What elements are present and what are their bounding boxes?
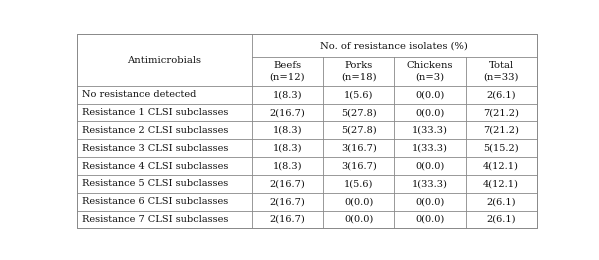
Text: 0(0.0): 0(0.0) <box>415 197 444 206</box>
Text: 2(6.1): 2(6.1) <box>486 90 516 99</box>
Text: 1(8.3): 1(8.3) <box>273 144 302 153</box>
Text: Chickens
(n=3): Chickens (n=3) <box>407 61 453 82</box>
Text: 4(12.1): 4(12.1) <box>483 179 519 188</box>
Text: 0(0.0): 0(0.0) <box>415 215 444 224</box>
Text: No. of resistance isolates (%): No. of resistance isolates (%) <box>320 41 468 50</box>
Text: Total
(n=33): Total (n=33) <box>483 61 519 82</box>
Text: 5(27.8): 5(27.8) <box>341 108 377 117</box>
Text: 1(33.3): 1(33.3) <box>412 126 448 135</box>
Text: Resistance 1 CLSI subclasses: Resistance 1 CLSI subclasses <box>82 108 228 117</box>
Text: 1(33.3): 1(33.3) <box>412 144 448 153</box>
Text: Resistance 6 CLSI subclasses: Resistance 6 CLSI subclasses <box>82 197 228 206</box>
Text: 2(16.7): 2(16.7) <box>270 197 305 206</box>
Text: 1(5.6): 1(5.6) <box>344 179 373 188</box>
Text: 2(16.7): 2(16.7) <box>270 179 305 188</box>
Text: Resistance 7 CLSI subclasses: Resistance 7 CLSI subclasses <box>82 215 228 224</box>
Text: Resistance 3 CLSI subclasses: Resistance 3 CLSI subclasses <box>82 144 228 153</box>
Text: No resistance detected: No resistance detected <box>82 90 196 99</box>
Text: 5(27.8): 5(27.8) <box>341 126 377 135</box>
Text: 1(8.3): 1(8.3) <box>273 126 302 135</box>
Text: 1(5.6): 1(5.6) <box>344 90 373 99</box>
Text: 1(33.3): 1(33.3) <box>412 179 448 188</box>
Text: 7(21.2): 7(21.2) <box>483 108 519 117</box>
Text: 0(0.0): 0(0.0) <box>415 108 444 117</box>
Text: 1(8.3): 1(8.3) <box>273 90 302 99</box>
Text: Porks
(n=18): Porks (n=18) <box>341 61 377 82</box>
Text: 2(6.1): 2(6.1) <box>486 197 516 206</box>
Text: 3(16.7): 3(16.7) <box>341 144 377 153</box>
Text: 7(21.2): 7(21.2) <box>483 126 519 135</box>
Text: 1(8.3): 1(8.3) <box>273 161 302 171</box>
Text: 2(16.7): 2(16.7) <box>270 108 305 117</box>
Text: 0(0.0): 0(0.0) <box>415 161 444 171</box>
Text: 2(6.1): 2(6.1) <box>486 215 516 224</box>
Text: 5(15.2): 5(15.2) <box>483 144 519 153</box>
Text: 3(16.7): 3(16.7) <box>341 161 377 171</box>
Text: Resistance 4 CLSI subclasses: Resistance 4 CLSI subclasses <box>82 161 228 171</box>
Text: Antimicrobials: Antimicrobials <box>128 56 201 64</box>
Text: 0(0.0): 0(0.0) <box>344 215 373 224</box>
Text: Beefs
(n=12): Beefs (n=12) <box>270 61 305 82</box>
Text: 2(16.7): 2(16.7) <box>270 215 305 224</box>
Text: 0(0.0): 0(0.0) <box>344 197 373 206</box>
Text: 4(12.1): 4(12.1) <box>483 161 519 171</box>
Text: 0(0.0): 0(0.0) <box>415 90 444 99</box>
Text: Resistance 5 CLSI subclasses: Resistance 5 CLSI subclasses <box>82 179 228 188</box>
Text: Resistance 2 CLSI subclasses: Resistance 2 CLSI subclasses <box>82 126 228 135</box>
